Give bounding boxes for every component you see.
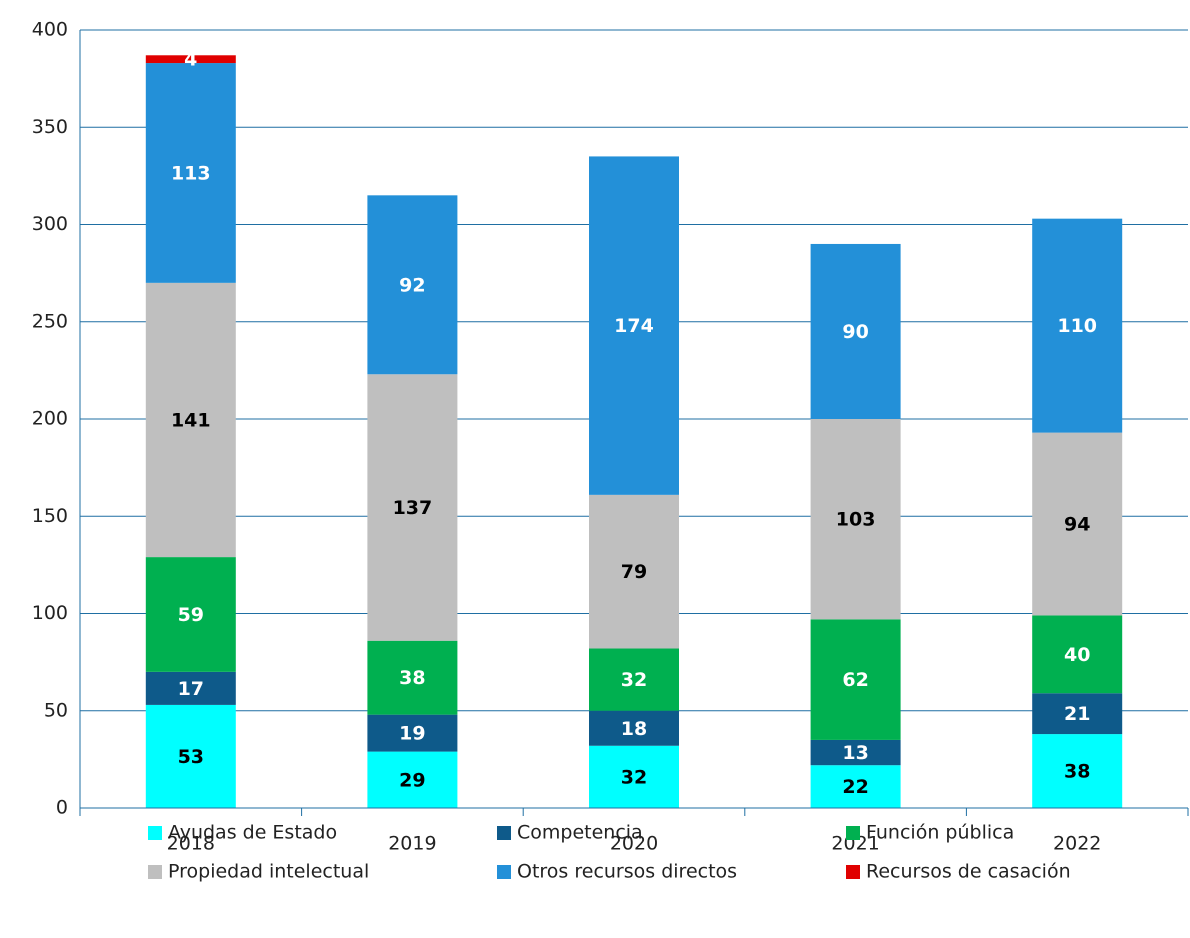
- legend-label: Recursos de casación: [866, 861, 1071, 883]
- y-tick-label: 350: [32, 116, 68, 138]
- legend-swatch: [148, 826, 162, 840]
- bar-segment: [589, 745, 679, 808]
- bar-segment: [1032, 734, 1123, 808]
- bar-segment: [145, 282, 236, 558]
- legend-label: Otros recursos directos: [517, 861, 737, 883]
- y-tick-label: 300: [32, 213, 68, 235]
- y-tick-label: 150: [32, 505, 68, 527]
- bar-segment: [367, 195, 458, 375]
- y-tick-label: 0: [56, 797, 68, 819]
- value-label: 29: [399, 769, 425, 791]
- y-tick-label: 250: [32, 310, 68, 332]
- y-tick-label: 100: [32, 602, 68, 624]
- x-tick-label: 2021: [831, 833, 879, 855]
- x-tick-label: 2018: [167, 833, 215, 855]
- value-label: 79: [621, 561, 647, 583]
- legend-label: Propiedad intelectual: [168, 861, 369, 883]
- legend-swatch: [497, 865, 511, 879]
- value-label: 92: [399, 274, 425, 296]
- legend-label: Competencia: [517, 822, 643, 844]
- value-label: 59: [178, 604, 204, 626]
- y-tick-label: 200: [32, 408, 68, 430]
- bar-segment: [810, 243, 901, 419]
- bar-segment: [589, 494, 679, 649]
- value-label: 38: [399, 667, 425, 689]
- value-label: 40: [1064, 644, 1090, 666]
- legend-swatch: [148, 865, 162, 879]
- x-tick-label: 2020: [610, 833, 658, 855]
- value-label: 21: [1064, 703, 1090, 725]
- x-tick-label: 2022: [1053, 833, 1101, 855]
- bar-segment: [1032, 432, 1123, 616]
- bar-segment: [589, 710, 679, 746]
- bar-segment: [589, 156, 679, 495]
- value-label: 38: [1064, 761, 1090, 783]
- value-label: 110: [1057, 315, 1097, 337]
- bar-segment: [810, 419, 901, 620]
- value-label: 62: [842, 669, 868, 691]
- legend-swatch: [846, 826, 860, 840]
- value-label: 32: [621, 766, 647, 788]
- value-label: 90: [842, 321, 868, 343]
- value-label: 17: [178, 678, 204, 700]
- legend-label: Ayudas de Estado: [168, 822, 337, 844]
- value-label: 32: [621, 669, 647, 691]
- y-tick-label: 50: [44, 699, 68, 721]
- bar-segment: [367, 714, 458, 752]
- bar-segment: [1032, 218, 1123, 433]
- value-label: 137: [393, 497, 433, 519]
- legend-swatch: [497, 826, 511, 840]
- bar-segment: [1032, 615, 1123, 694]
- value-label: 141: [171, 409, 211, 431]
- value-label: 19: [399, 723, 425, 745]
- x-tick-label: 2019: [388, 833, 436, 855]
- bar-segment: [810, 739, 901, 766]
- legend-swatch: [846, 865, 860, 879]
- bar-segment: [367, 751, 458, 808]
- bar-segment: [145, 671, 236, 705]
- value-label: 174: [614, 315, 654, 337]
- bar-segment: [1032, 693, 1123, 735]
- bar-segment: [145, 63, 236, 283]
- value-label: 94: [1064, 514, 1090, 536]
- bar-segment: [145, 557, 236, 672]
- value-label: 22: [842, 776, 868, 798]
- bar-segment: [145, 55, 236, 64]
- bar-segment: [367, 374, 458, 641]
- value-label: 113: [171, 162, 211, 184]
- bar-segment: [810, 619, 901, 740]
- legend-label: Función pública: [866, 822, 1014, 844]
- value-label: 4: [184, 49, 197, 71]
- bar-segment: [145, 704, 236, 808]
- y-tick-label: 400: [32, 19, 68, 41]
- value-label: 18: [621, 718, 647, 740]
- bar-segment: [810, 765, 901, 808]
- value-label: 53: [178, 746, 204, 768]
- bar-segment: [589, 648, 679, 711]
- value-label: 103: [836, 509, 876, 531]
- bar-segment: [367, 640, 458, 715]
- value-label: 13: [842, 742, 868, 764]
